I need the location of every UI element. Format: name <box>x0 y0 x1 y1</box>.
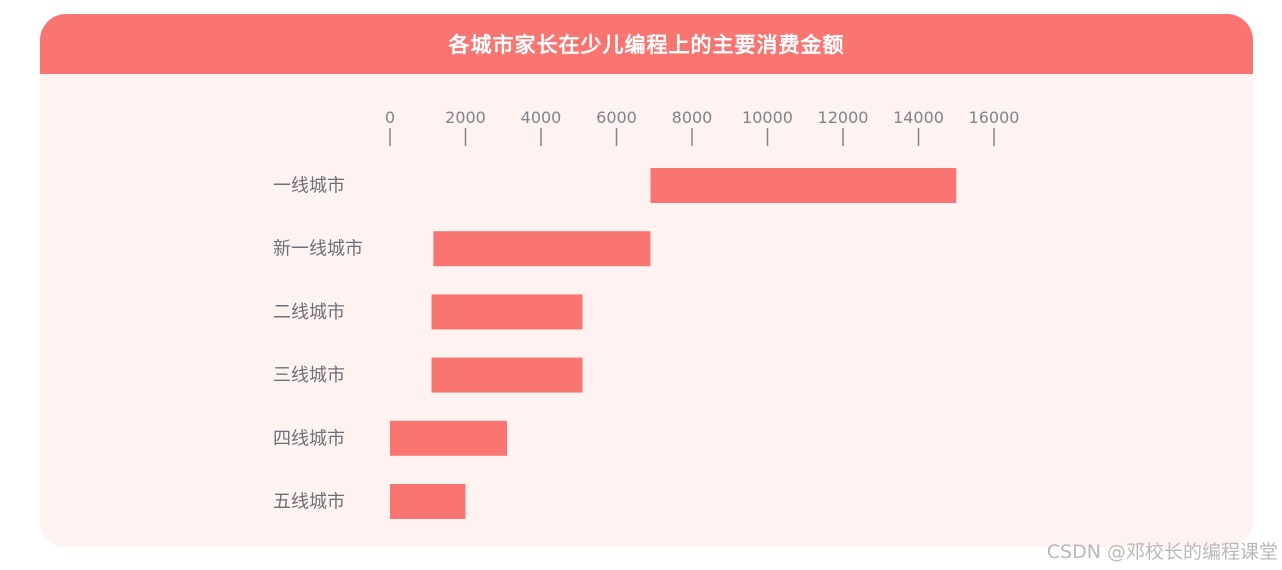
x-tick-label: 16000 <box>969 108 1020 127</box>
x-tick-label: 0 <box>385 108 395 127</box>
watermark: CSDN @邓校长的编程课堂 <box>1046 541 1278 563</box>
x-tick-label: 4000 <box>521 108 562 127</box>
bar <box>431 294 583 330</box>
x-axis: 0 2000 4000 6000 8000 10000 12000 14000 16000 <box>385 108 1020 146</box>
category-label: 二线城市 <box>273 302 345 323</box>
chart-card: 各城市家长在少儿编程上的主要消费金额 <box>40 14 1253 547</box>
x-tick-label: 2000 <box>445 108 486 127</box>
x-tick-label: 10000 <box>742 108 793 127</box>
x-tick-label: 6000 <box>596 108 637 127</box>
bars <box>390 168 957 519</box>
category-label: 四线城市 <box>273 428 345 449</box>
x-tick-label: 8000 <box>672 108 713 127</box>
bar <box>431 357 583 393</box>
bar <box>390 420 508 456</box>
bar <box>650 168 957 203</box>
bar <box>390 484 466 519</box>
category-label: 一线城市 <box>273 176 345 197</box>
x-tick-label: 12000 <box>818 108 869 127</box>
category-label: 五线城市 <box>273 492 345 513</box>
category-label: 新一线城市 <box>273 239 363 260</box>
bar <box>433 231 651 267</box>
category-label: 三线城市 <box>273 365 345 386</box>
chart-header: 各城市家长在少儿编程上的主要消费金额 <box>40 14 1253 74</box>
chart-title: 各城市家长在少儿编程上的主要消费金额 <box>448 33 845 57</box>
x-tick-label: 14000 <box>893 108 944 127</box>
